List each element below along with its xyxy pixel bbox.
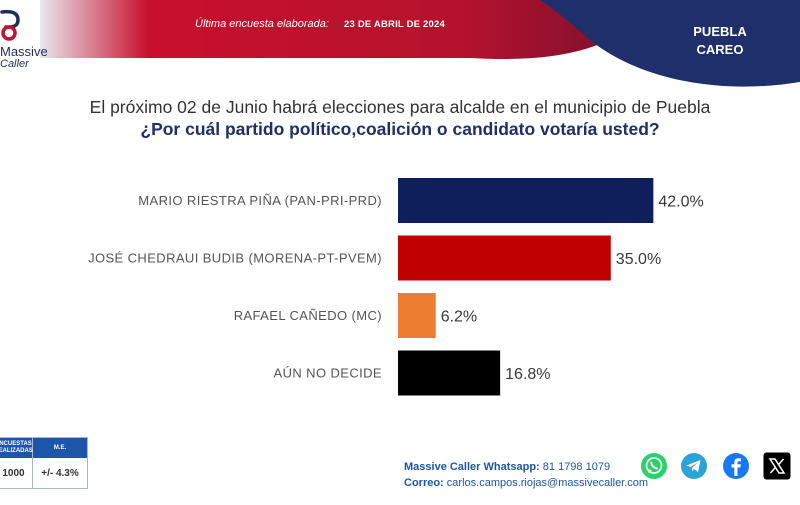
email-address[interactable]: carlos.campos.riojas@massivecaller.com [446, 477, 649, 489]
category-label: MARIO RIESTRA PIÑA (PAN-PRI-PRD) [138, 193, 382, 208]
stats-header-margin: M.E. [53, 444, 67, 451]
region-badge: PUEBLA CAREO [670, 23, 770, 59]
telegram-icon[interactable] [680, 452, 708, 480]
whatsapp-contact: Massive Caller Whatsapp: 81 1798 1079 [404, 459, 648, 475]
x-icon[interactable] [763, 452, 791, 480]
value-label: 6.2% [441, 309, 477, 326]
category-label: RAFAEL CAÑEDO (MC) [234, 308, 382, 323]
bar-chart: MARIO RIESTRA PIÑA (PAN-PRI-PRD) 42.0% JOS… [88, 178, 704, 396]
brand-name-part1: Massive [0, 44, 48, 59]
bar [398, 235, 611, 281]
survey-stats-table: ENCUESTAS REALIZADAS M.E. 1000 +/- 4.3% [0, 437, 88, 489]
email-contact: Correo: carlos.campos.riojas@massivecall… [404, 475, 648, 491]
value-label: 42.0% [658, 194, 703, 211]
logo-mark-icon [0, 9, 20, 41]
survey-date-line: Última encuesta elaborada: 23 DE ABRIL D… [0, 18, 640, 30]
brand-logo: Massive Caller [0, 8, 48, 70]
category-label: AÚN NO DECIDE [274, 366, 383, 381]
brand-name: Massive Caller [0, 44, 48, 70]
question-context: El próximo 02 de Junio habrá elecciones … [89, 97, 711, 117]
category-label: JOSÉ CHEDRAUI BUDIB (MORENA-PT-PVEM) [88, 251, 382, 266]
value-label: 35.0% [616, 251, 661, 268]
bar [398, 178, 654, 223]
facebook-icon[interactable] [722, 452, 750, 480]
email-label: Correo: [404, 477, 444, 489]
region-name: PUEBLA [693, 24, 747, 39]
stats-value-row: 1000 +/- 4.3% [0, 458, 87, 488]
stats-samples-value: 1000 [0, 458, 33, 488]
header-banner [40, 0, 800, 87]
stats-margin-value: +/- 4.3% [41, 467, 79, 479]
region-subtitle: CAREO [696, 42, 744, 57]
whatsapp-label: Massive Caller Whatsapp: [404, 461, 540, 473]
brand-name-part2: Caller [0, 58, 29, 70]
whatsapp-number: 81 1798 1079 [542, 461, 611, 473]
stats-header-samples: ENCUESTAS REALIZADAS [0, 438, 33, 458]
survey-date: 23 DE ABRIL DE 2024 [344, 19, 445, 30]
contact-info: Massive Caller Whatsapp: 81 1798 1079 Co… [404, 459, 648, 491]
whatsapp-icon[interactable] [640, 452, 668, 480]
bar [398, 293, 436, 338]
stats-header-row: ENCUESTAS REALIZADAS M.E. [0, 438, 87, 458]
question-title: ¿Por cuál partido político,coalición o c… [140, 119, 660, 139]
value-label: 16.8% [505, 366, 550, 383]
survey-date-label: Última encuesta elaborada: [195, 18, 329, 30]
bar [398, 350, 501, 396]
